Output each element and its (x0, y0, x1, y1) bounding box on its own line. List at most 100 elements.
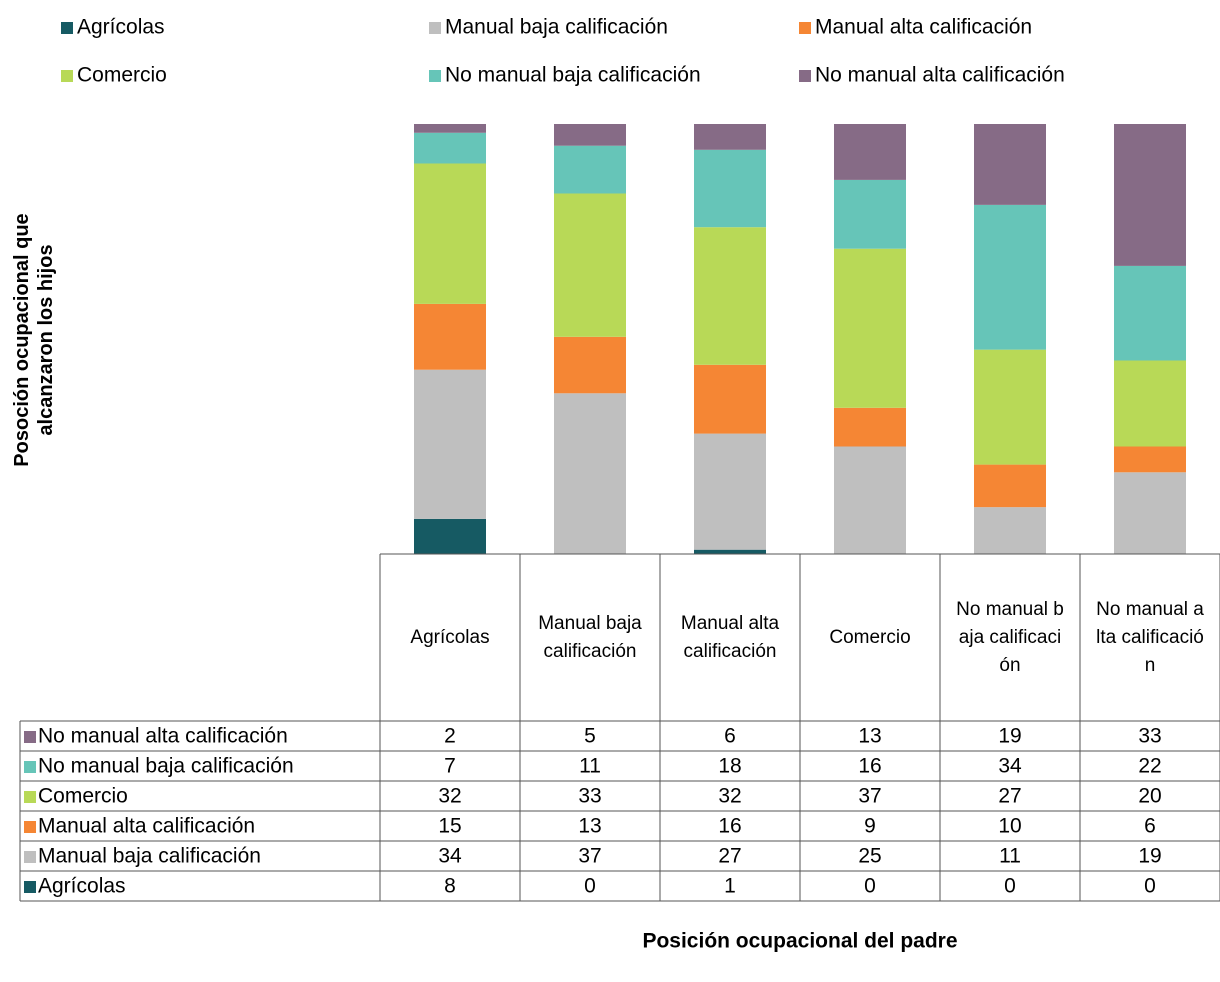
table-value: 5 (584, 725, 596, 748)
bar-segment (974, 507, 1046, 554)
bar-segment (414, 303, 486, 370)
table-value: 13 (858, 725, 881, 748)
bar-segment (974, 349, 1046, 465)
table-value: 32 (438, 785, 461, 808)
table-value: 19 (998, 725, 1021, 748)
bar-segment (694, 433, 766, 550)
table-value: 0 (584, 875, 596, 898)
bar-segment (834, 407, 906, 447)
bar-segment (694, 549, 766, 554)
x-tick-label: Agrícolas (410, 626, 490, 648)
table-value: 0 (864, 875, 876, 898)
table-value: 6 (1144, 815, 1156, 838)
bar-segment (414, 124, 486, 133)
table-value: 34 (438, 845, 462, 868)
bar-segment (554, 124, 626, 146)
bar-segment (1114, 472, 1186, 554)
bar-segment (694, 124, 766, 150)
bar-segment (554, 193, 626, 337)
table-value: 18 (718, 755, 741, 778)
table-swatch (24, 851, 36, 863)
bar-segment (1114, 360, 1186, 447)
row-label: Manual baja calificación (38, 845, 261, 868)
table-value: 25 (858, 845, 881, 868)
table-swatch (24, 791, 36, 803)
legend-label: Manual alta calificación (815, 16, 1032, 39)
table-value: 11 (579, 755, 601, 778)
bar-segment (414, 518, 486, 554)
y-axis-title: Posoción ocupacional que alcanzaron los h… (11, 213, 57, 466)
legend-swatch (799, 70, 811, 82)
legend-label: Comercio (77, 64, 167, 87)
x-axis-title: Posición ocupacional del padre (642, 930, 957, 953)
table-value: 6 (724, 725, 736, 748)
bar-segment (834, 248, 906, 408)
table-value: 2 (444, 725, 456, 748)
bar-segment (694, 227, 766, 365)
table-value: 33 (578, 785, 601, 808)
x-tick-label: No manual alta calificación (1096, 598, 1204, 676)
table-swatch (24, 761, 36, 773)
table-value: 22 (1138, 755, 1161, 778)
legend-label: Manual baja calificación (445, 16, 668, 39)
row-label: No manual baja calificación (38, 755, 294, 778)
row-label: No manual alta calificación (38, 725, 288, 748)
legend-swatch (61, 22, 73, 34)
bar-segment (974, 204, 1046, 350)
bar-segment (834, 446, 906, 554)
table-value: 20 (1138, 785, 1161, 808)
x-tick-label: Manual baja calificación (538, 612, 642, 662)
bar-segment (1114, 124, 1186, 266)
bar-segment (1114, 265, 1186, 361)
table-value: 16 (858, 755, 881, 778)
x-tick-label: Comercio (829, 626, 911, 648)
bar-segment (694, 149, 766, 228)
legend-label: Agrícolas (77, 16, 165, 39)
table-value: 15 (438, 815, 461, 838)
bar-segment (554, 145, 626, 194)
bar-segment (834, 179, 906, 249)
bar-segment (414, 369, 486, 519)
table-value: 9 (864, 815, 876, 838)
legend-label: No manual baja calificación (445, 64, 701, 87)
legend-label: No manual alta calificación (815, 64, 1065, 87)
table-swatch (24, 821, 36, 833)
bar-segment (1114, 446, 1186, 473)
table-value: 32 (718, 785, 741, 808)
x-tick-label: Manual alta calificación (680, 612, 780, 662)
legend-swatch (61, 70, 73, 82)
bar-segment (414, 163, 486, 304)
table-value: 37 (578, 845, 601, 868)
legend-swatch (799, 22, 811, 34)
x-tick-label: No manual baja calificación (956, 598, 1064, 676)
table-swatch (24, 881, 36, 893)
table-value: 8 (444, 875, 456, 898)
bar-segment (694, 364, 766, 434)
table-value: 19 (1138, 845, 1161, 868)
row-label: Agrícolas (38, 875, 126, 898)
bar-segment (414, 132, 486, 164)
bar-segment (554, 336, 626, 394)
bar-segment (974, 464, 1046, 508)
table-value: 10 (998, 815, 1021, 838)
table-value: 34 (998, 755, 1022, 778)
table-value: 11 (999, 845, 1021, 868)
table-value: 16 (718, 815, 741, 838)
table-swatch (24, 731, 36, 743)
bar-segment (834, 124, 906, 180)
bar-segment (554, 393, 626, 554)
table-value: 27 (718, 845, 741, 868)
row-label: Manual alta calificación (38, 815, 255, 838)
legend-swatch (429, 22, 441, 34)
table-value: 0 (1004, 875, 1016, 898)
table-value: 13 (578, 815, 601, 838)
legend-swatch (429, 70, 441, 82)
table-value: 27 (998, 785, 1021, 808)
table-value: 33 (1138, 725, 1161, 748)
bar-segment (974, 124, 1046, 205)
table-value: 1 (724, 875, 736, 898)
table-value: 37 (858, 785, 881, 808)
table-value: 7 (444, 755, 456, 778)
